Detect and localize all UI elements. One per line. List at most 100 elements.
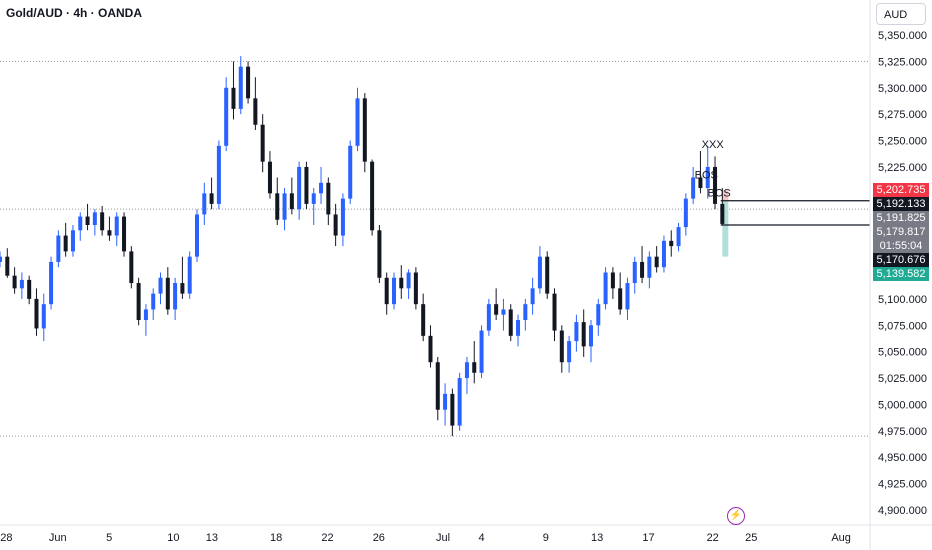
y-tick-label: 5,250.000 xyxy=(878,136,927,148)
candle-body xyxy=(654,256,659,268)
candle-body xyxy=(238,66,243,109)
candle-body xyxy=(523,304,528,320)
candle-body xyxy=(574,322,579,342)
x-tick-label: 9 xyxy=(543,532,549,544)
candle-body xyxy=(12,275,17,289)
candle-body xyxy=(209,193,214,204)
candle-body xyxy=(326,182,331,215)
candle-body xyxy=(691,177,696,199)
candle-body xyxy=(216,145,221,204)
candle-body xyxy=(559,330,564,363)
candle-body xyxy=(406,272,411,289)
symbol-title: Gold/AUD · 4h · OANDA xyxy=(6,6,142,20)
x-tick-label: Jun xyxy=(49,532,67,544)
candle-body xyxy=(100,212,105,231)
candle-body xyxy=(224,87,229,146)
x-tick-label: 26 xyxy=(373,532,385,544)
candle-body xyxy=(63,235,68,252)
candle-body xyxy=(391,277,397,305)
chart-annotation: XXX xyxy=(702,139,725,151)
candle-body xyxy=(683,198,688,228)
y-tick-label: 5,325.000 xyxy=(878,56,927,68)
candle-body xyxy=(516,320,521,336)
candle-body xyxy=(661,240,666,268)
candle-body xyxy=(676,227,681,247)
x-tick-label: Jul xyxy=(436,532,450,544)
candle-body xyxy=(333,214,338,236)
y-tick-label: 5,025.000 xyxy=(878,373,927,385)
candle-body xyxy=(610,272,615,289)
candle-body xyxy=(107,230,112,236)
candle-body xyxy=(304,166,309,204)
x-tick-label: 4 xyxy=(478,532,484,544)
candle-body xyxy=(19,279,24,289)
candle-body xyxy=(464,362,469,379)
candle-body xyxy=(421,304,426,336)
candle-body xyxy=(647,256,652,278)
candle-body xyxy=(319,182,324,194)
candle-body xyxy=(603,272,608,305)
x-tick-label: 22 xyxy=(321,532,333,544)
candle-body xyxy=(27,279,32,299)
y-tick-label: 4,925.000 xyxy=(878,479,927,491)
candle-body xyxy=(340,198,345,236)
candle-body xyxy=(537,256,542,289)
candle-body xyxy=(362,98,367,162)
y-tick-label: 5,300.000 xyxy=(878,83,927,95)
candle-body xyxy=(41,304,46,329)
candle-body xyxy=(567,341,572,363)
candle-body xyxy=(552,293,557,331)
take-profit-zone xyxy=(722,201,729,257)
candle-body xyxy=(596,304,601,326)
candle-body xyxy=(494,304,499,315)
y-tick-label: 4,975.000 xyxy=(878,426,927,438)
x-tick-label: 17 xyxy=(642,532,654,544)
chart-annotation: BOS xyxy=(695,170,718,182)
candle-body xyxy=(180,283,185,294)
grid-layer xyxy=(0,60,870,437)
candle-body xyxy=(311,193,316,204)
x-tick-label: 10 xyxy=(167,532,179,544)
candle-body xyxy=(282,193,287,220)
candle-body xyxy=(450,393,455,426)
candle-body xyxy=(5,256,10,276)
candle-body xyxy=(618,288,623,310)
candle-body xyxy=(70,230,75,252)
candle-body xyxy=(581,322,586,347)
candle-body xyxy=(151,293,156,310)
y-tick-label: 5,075.000 xyxy=(878,320,927,332)
candle-body xyxy=(355,98,360,146)
y-tick-label: 4,900.000 xyxy=(878,505,927,517)
y-tick-label: 5,225.000 xyxy=(878,162,927,174)
candle-body xyxy=(588,325,593,347)
x-tick-label: 25 xyxy=(745,532,757,544)
candle-body xyxy=(370,161,375,231)
candle-body xyxy=(122,216,127,252)
stop-loss-zone xyxy=(722,190,729,202)
candle-body xyxy=(49,261,54,305)
candle-body xyxy=(56,235,61,262)
candle-body xyxy=(669,240,674,247)
candle-body xyxy=(705,166,710,189)
chart-annotation: BOS xyxy=(707,188,730,200)
candle-body xyxy=(246,66,251,99)
y-tick-label: 4,950.000 xyxy=(878,452,927,464)
candle-body xyxy=(640,261,645,278)
black-badge-top: 5,192.133 xyxy=(873,197,929,212)
x-tick-label: 28 xyxy=(0,532,12,544)
candle-body xyxy=(435,362,440,410)
candle-body xyxy=(202,193,207,215)
lightning-icon[interactable]: ⚡ xyxy=(727,507,745,525)
candle-body xyxy=(377,230,382,278)
candle-body xyxy=(114,216,119,236)
candle-body xyxy=(260,124,265,162)
candle-body xyxy=(194,214,200,257)
x-tick-label: 13 xyxy=(591,532,603,544)
y-tick-label: 5,275.000 xyxy=(878,109,927,121)
candle-body xyxy=(165,277,170,310)
candle-body xyxy=(267,161,272,194)
currency-button[interactable]: AUD xyxy=(876,3,926,25)
candle-body xyxy=(632,261,637,284)
gray-badge-1: 5,191.825 xyxy=(873,211,929,226)
